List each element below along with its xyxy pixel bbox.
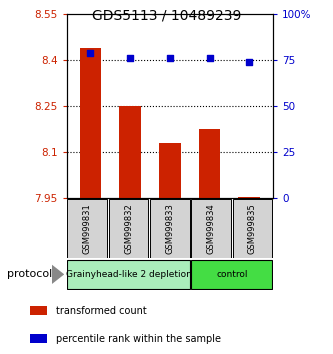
Bar (67, 199, 107, 258)
Point (246, 59, 252, 65)
Bar (191, 260, 272, 289)
Bar (109, 199, 149, 258)
Bar (232, 199, 272, 258)
Text: transformed count: transformed count (56, 306, 147, 316)
Polygon shape (52, 264, 64, 284)
Text: GSM999832: GSM999832 (124, 203, 133, 254)
Bar (67, 260, 190, 289)
Bar (119, 106, 141, 198)
Text: control: control (216, 270, 247, 279)
Bar (80, 48, 101, 198)
Point (88, 50, 93, 56)
Bar (150, 199, 190, 258)
Text: protocol: protocol (7, 269, 52, 279)
Bar (30, 307, 47, 315)
Bar (159, 143, 181, 198)
Point (207, 56, 212, 61)
Bar (30, 334, 47, 343)
Point (167, 56, 172, 61)
Text: percentile rank within the sample: percentile rank within the sample (56, 334, 221, 344)
Bar (198, 129, 220, 198)
Bar (191, 199, 231, 258)
Text: GSM999831: GSM999831 (83, 203, 92, 254)
Text: Grainyhead-like 2 depletion: Grainyhead-like 2 depletion (66, 270, 191, 279)
Text: GSM999834: GSM999834 (206, 203, 216, 254)
Point (128, 56, 133, 61)
Bar (238, 197, 260, 198)
Text: GDS5113 / 10489239: GDS5113 / 10489239 (92, 9, 241, 23)
Text: GSM999835: GSM999835 (248, 203, 257, 254)
Text: GSM999833: GSM999833 (165, 203, 174, 254)
